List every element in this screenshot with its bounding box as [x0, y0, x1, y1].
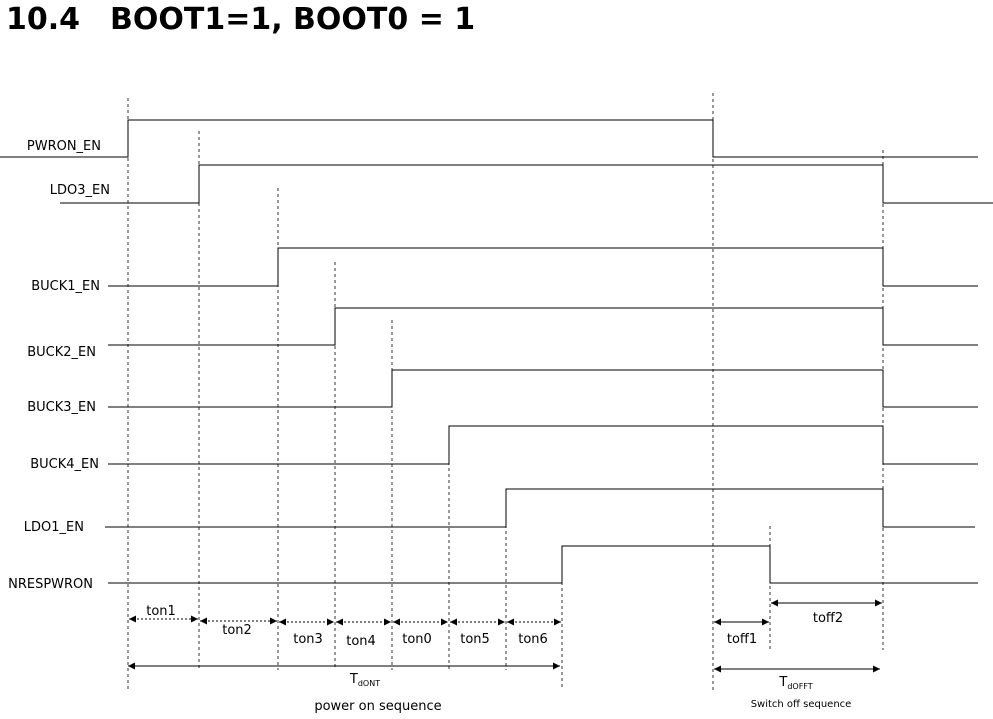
signal-labels: PWRON_EN LDO3_EN BUCK1_EN BUCK2_EN BUCK3_EN B…: [8, 139, 110, 592]
signal-label-nrespwron: NRESPWRON: [8, 577, 93, 592]
signal-traces: [0, 119, 993, 584]
interval-label-toff1: toff1: [727, 632, 757, 647]
trace-ldo3-en: [60, 164, 993, 204]
signal-label-buck1-en: BUCK1_EN: [31, 279, 100, 294]
interval-label-ton4: ton4: [346, 634, 376, 649]
signal-label-buck2-en: BUCK2_EN: [27, 345, 96, 360]
interval-arrows: ton1 ton2 ton3 ton4 ton0 ton5 ton6 toff1 toff2: [129, 599, 882, 649]
switch-off-span-symbol: T: [778, 675, 787, 690]
power-on-caption: power on sequence: [314, 699, 441, 714]
section-number: 10.4: [6, 2, 81, 37]
power-on-span-label: TdONT: [349, 672, 380, 688]
trace-pwron-en: [0, 119, 978, 158]
interval-label-ton3: ton3: [293, 632, 323, 647]
trace-nrespwron: [108, 545, 978, 584]
interval-ton4: ton4: [336, 618, 391, 649]
signal-label-ldo3-en: LDO3_EN: [50, 183, 110, 198]
switch-off-span-label: TdOFFT: [778, 675, 812, 691]
switch-off-span-subscript: dOFFT: [787, 682, 812, 691]
interval-ton0: ton0: [393, 618, 448, 647]
interval-ton6: ton6: [507, 618, 561, 647]
trace-buck2-en: [108, 307, 978, 346]
timing-guides: [127, 93, 884, 690]
signal-label-pwron-en: PWRON_EN: [27, 139, 101, 154]
interval-label-ton0: ton0: [402, 632, 432, 647]
power-on-span-subscript: dONT: [358, 679, 380, 688]
section-heading: 10.4 BOOT1=1, BOOT0 = 1: [6, 0, 475, 40]
signal-label-buck3-en: BUCK3_EN: [27, 400, 96, 415]
interval-ton1: ton1: [129, 604, 198, 623]
trace-ldo1-en: [105, 488, 975, 528]
section-title: BOOT1=1, BOOT0 = 1: [110, 2, 476, 37]
interval-ton3: ton3: [279, 618, 334, 647]
interval-label-ton1: ton1: [146, 604, 176, 619]
trace-buck3-en: [108, 369, 978, 408]
interval-label-ton6: ton6: [518, 632, 548, 647]
trace-buck4-en: [108, 425, 978, 465]
switch-off-caption: Switch off sequence: [751, 699, 852, 710]
interval-label-ton2: ton2: [222, 623, 252, 638]
signal-label-ldo1-en: LDO1_EN: [24, 520, 84, 535]
interval-toff2: toff2: [771, 599, 882, 626]
interval-label-ton5: ton5: [460, 632, 490, 647]
power-on-span-symbol: T: [349, 672, 358, 687]
trace-buck1-en: [108, 247, 978, 287]
signal-label-buck4-en: BUCK4_EN: [30, 457, 99, 472]
interval-label-toff2: toff2: [813, 611, 843, 626]
interval-ton2: ton2: [200, 617, 277, 638]
switch-off-span: TdOFFT Switch off sequence: [714, 665, 880, 710]
power-on-span: TdONT power on sequence: [128, 662, 560, 714]
interval-ton5: ton5: [450, 618, 505, 647]
interval-toff1: toff1: [714, 618, 769, 647]
